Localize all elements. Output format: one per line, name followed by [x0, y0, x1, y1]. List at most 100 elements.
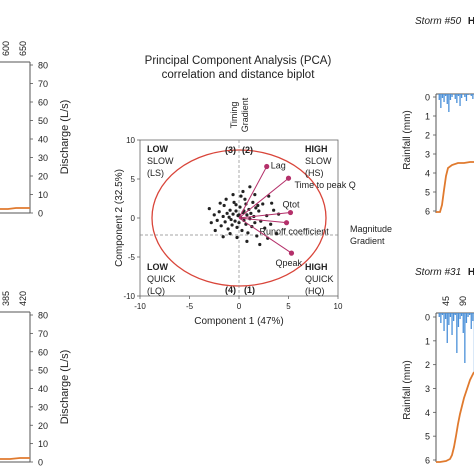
- pca-xtick-label: -5: [186, 302, 194, 311]
- right-bottom-storm-label: Storm #31 HQ: [415, 267, 474, 278]
- pca-point: [270, 201, 274, 205]
- pca-point: [230, 223, 234, 227]
- pca-point: [231, 193, 235, 197]
- vector-head-qtot: [287, 209, 294, 216]
- left-top-ytick-label: 30: [38, 153, 48, 163]
- right-top-ytick-label: 3: [425, 150, 430, 160]
- pca-point: [234, 203, 238, 207]
- right-bottom-tick-45: 45: [441, 296, 451, 306]
- vector-head-runoff-coefficient: [283, 220, 290, 226]
- timing-gradient-line1: Timing: [229, 102, 239, 129]
- pca-point: [233, 219, 237, 223]
- vector-label-runoff-coefficient: Runoff coefficient: [260, 227, 330, 237]
- left-bottom-ytick-label: 40: [38, 384, 48, 394]
- right-top-discharge-line: [436, 161, 474, 213]
- vector-head-time-to-peak-q: [285, 175, 292, 181]
- right-top-rain-bar: [472, 94, 474, 99]
- right-bottom-rain-bar: [446, 313, 448, 343]
- pca-point: [237, 221, 241, 225]
- right-top-rain-bar: [449, 94, 452, 100]
- right-bottom-rain-bar: [454, 313, 456, 315]
- left-bottom-ytick-label: 70: [38, 329, 48, 339]
- pca-point: [221, 214, 225, 219]
- pca-point: [223, 220, 227, 224]
- right-bottom-rain-bar: [443, 313, 445, 331]
- pca-point: [228, 208, 232, 212]
- pca-point: [251, 200, 255, 204]
- right-bottom-rain-bar: [461, 313, 463, 316]
- right-top-ytick-label: 4: [425, 169, 430, 179]
- right-bottom-rain-bar: [456, 313, 458, 353]
- pca-point: [255, 234, 259, 238]
- pca-point: [249, 211, 253, 215]
- quadrant-ls-line3: (LS): [147, 168, 164, 178]
- left-bottom-tick-420: 420: [18, 291, 28, 306]
- right-bottom-ytick-label: 3: [425, 384, 430, 394]
- quadrant-lq-line3: (LQ): [147, 286, 165, 296]
- pca-point: [232, 200, 236, 204]
- pca-xtick-label: 0: [237, 302, 242, 311]
- pca-point: [227, 215, 231, 219]
- right-top-storm: Storm #50: [415, 16, 462, 27]
- quadrant-number-1: (1): [244, 285, 255, 295]
- magnitude-gradient-line2: Gradient: [350, 236, 385, 246]
- pca-ytick-label: 5: [131, 175, 136, 184]
- right-bottom-rain-bar: [472, 313, 474, 321]
- vector-runoff-coefficient: [238, 217, 287, 224]
- pca-point: [241, 189, 245, 194]
- pca-point: [217, 210, 221, 214]
- pca-point: [207, 207, 211, 211]
- left-top-ytick-label: 10: [38, 190, 48, 200]
- pca-point: [245, 239, 249, 243]
- vector-head-qpeak: [288, 250, 295, 256]
- pca-point: [246, 231, 250, 235]
- vector-lag: [238, 166, 268, 219]
- pca-point: [218, 201, 222, 205]
- pca-ylabel: Component 2 (32.5%): [114, 169, 125, 267]
- left-bottom-ytick-label: 10: [38, 439, 48, 449]
- pca-point: [272, 208, 276, 212]
- pca-point: [221, 235, 225, 239]
- pca-point: [254, 206, 258, 210]
- left-bottom-ylabel: Discharge (L/s): [59, 350, 71, 425]
- left-top-ytick-label: 20: [38, 172, 48, 182]
- quadrant-hq-line3: (HQ): [305, 286, 325, 296]
- right-bottom-ytick-label: 6: [425, 456, 430, 466]
- right-bottom-code: HQ: [468, 267, 474, 278]
- vector-qtot: [238, 212, 291, 219]
- pca-point: [256, 203, 260, 208]
- left-top-ytick-label: 70: [38, 79, 48, 89]
- right-bottom-rain-bar: [453, 313, 455, 321]
- right-top-ytick-label: 0: [425, 93, 430, 103]
- pca-xtick-label: -10: [134, 302, 146, 311]
- pca-point: [213, 228, 217, 233]
- pca-point: [245, 213, 249, 217]
- right-bottom-rain-bar: [457, 313, 460, 327]
- right-bottom-discharge-line: [436, 371, 474, 463]
- left-bottom-ytick-label: 30: [38, 402, 48, 412]
- right-top-rain-bar: [443, 94, 445, 102]
- right-bottom-ytick-label: 0: [425, 313, 430, 323]
- pca-point: [263, 226, 267, 230]
- pca-xtick-label: 10: [334, 302, 343, 311]
- left-bottom-ytick-label: 80: [38, 311, 48, 321]
- pca-title-line2: correlation and distance biplot: [162, 69, 316, 81]
- right-bottom-rain-bar: [470, 313, 472, 329]
- right-bottom-rain-bar: [462, 313, 464, 333]
- left-top-ytick-label: 0: [38, 209, 43, 219]
- right-top-rain-bar: [464, 94, 466, 97]
- pca-point: [209, 221, 213, 225]
- pca-point: [257, 209, 261, 213]
- right-bottom-rain-bar: [469, 313, 471, 315]
- left-top-panel: 600 650 80 70 60 50 40 30 20 10 0 Discharge (L/s…: [0, 41, 71, 219]
- quadrant-hs-line3: (HS): [305, 168, 324, 178]
- right-top-rain-bar: [470, 94, 472, 96]
- vector-label-lag: Lag: [271, 161, 286, 171]
- right-top-ytick-label: 6: [425, 207, 430, 217]
- magnitude-gradient-line1: Magnitude: [350, 224, 392, 234]
- timing-gradient-line2: Gradient: [240, 97, 250, 132]
- pca-point: [215, 218, 219, 222]
- quadrant-number-2: (2): [242, 145, 253, 155]
- right-top-code: HS: [468, 16, 474, 27]
